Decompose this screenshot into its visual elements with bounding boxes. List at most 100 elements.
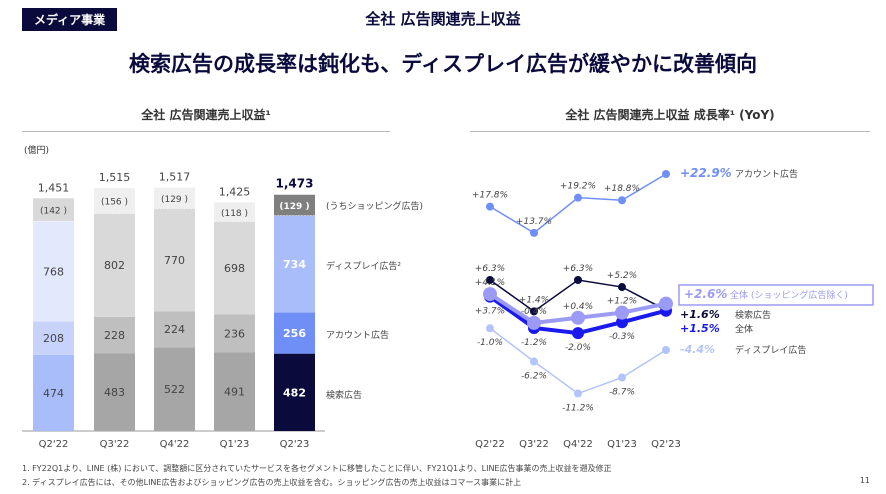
data-label: +1.4% — [519, 295, 549, 305]
end-value-label: -4.4% — [680, 343, 715, 356]
bar-value-label: (129 ) — [161, 195, 188, 205]
bar-value-label: 474 — [43, 387, 64, 400]
bar-value-label: 802 — [104, 259, 125, 272]
data-point — [659, 296, 673, 311]
data-point — [618, 373, 626, 382]
bar-display-segment — [94, 213, 135, 317]
legend-label: アカウント広告 — [326, 329, 389, 341]
bar-total-label: 1,517 — [159, 171, 191, 184]
data-label: +17.8% — [472, 191, 508, 201]
x-tick-label: Q1'23 — [220, 439, 250, 450]
bar-search-segment — [214, 352, 255, 431]
divider — [470, 131, 870, 132]
bar-shopping-segment — [274, 194, 315, 216]
bar-value-label: 698 — [224, 262, 245, 275]
data-label: +19.2% — [560, 182, 596, 192]
data-label: -6.2% — [521, 372, 547, 382]
x-tick-label: Q2'22 — [475, 439, 505, 450]
x-tick-label: Q4'22 — [563, 439, 593, 450]
bar-total-label: 1,425 — [219, 185, 251, 198]
line-chart: -1.0% -6.2% -11.2% -8.7% +17.8% +13.7% +19.2% +… — [472, 166, 874, 450]
bar-value-label: 208 — [43, 332, 64, 345]
data-label: +1.2% — [607, 297, 637, 307]
bar-shopping-segment — [154, 187, 195, 209]
data-point — [662, 346, 670, 354]
segment-tag: メディア事業 — [22, 8, 118, 31]
bar-chart: (億円) 474 208 768 (142 ) 1,451 Q2'22 483 228 802 (1… — [22, 144, 423, 450]
data-point — [615, 305, 629, 320]
data-label: +18.8% — [604, 184, 640, 194]
line-chart-title: 全社 広告関連売上収益 成長率¹ (YoY) — [565, 108, 775, 122]
bar-value-label: 483 — [104, 386, 125, 399]
data-point — [530, 228, 538, 237]
data-label: +6.3% — [563, 264, 593, 274]
data-label: -1.0% — [477, 338, 503, 348]
x-tick-label: Q3'22 — [519, 439, 549, 450]
bar-shopping-segment — [33, 198, 74, 222]
data-point — [571, 310, 585, 325]
bar-total-label: 1,515 — [99, 171, 131, 184]
data-label: -0.3% — [609, 332, 635, 342]
x-tick-label: Q2'22 — [39, 439, 69, 450]
data-label: +6.3% — [475, 264, 505, 274]
legend-label: 検索広告 — [326, 389, 362, 401]
data-label: -0.4% — [521, 307, 547, 317]
bar-value-label: 768 — [43, 265, 64, 278]
bar-display-segment — [214, 221, 255, 315]
data-label: +13.7% — [516, 217, 552, 227]
x-tick-label: Q2'23 — [651, 439, 681, 450]
bar-account-segment — [274, 312, 315, 354]
bar-value-label: 482 — [283, 386, 306, 399]
data-point — [486, 276, 494, 284]
end-value-label: +1.6% — [680, 308, 720, 321]
legend-label: (うちショッピング広告) — [326, 200, 423, 212]
end-value-label: +2.6% — [684, 287, 727, 301]
data-point — [574, 276, 582, 284]
x-tick-label: Q4'22 — [160, 439, 190, 450]
legend-label: 全体 (ショッピング広告除く) — [730, 289, 848, 301]
footnote-1: 1. FY22Q1より、LINE (株) において、調整額に区分されていたサービ… — [22, 464, 612, 473]
highlight-box — [678, 284, 874, 306]
data-label: +5.2% — [607, 271, 637, 281]
legend-label: ディスプレイ広告² — [326, 260, 401, 272]
bar-search-segment — [33, 354, 74, 431]
bar-search-segment — [154, 347, 195, 431]
data-point — [530, 357, 538, 366]
data-point — [618, 196, 626, 205]
page-number: 11 — [859, 476, 870, 485]
bar-value-label: 256 — [283, 327, 306, 340]
x-tick-label: Q1'23 — [607, 439, 637, 450]
headline: 検索広告の成長率は鈍化も、ディスプレイ広告が緩やかに改善傾向 — [129, 52, 757, 76]
data-point — [486, 324, 494, 333]
data-point — [527, 315, 541, 330]
data-point — [572, 327, 584, 340]
divider — [22, 131, 390, 132]
data-label: -11.2% — [562, 404, 594, 414]
data-point — [574, 389, 582, 398]
end-value-label: +22.9% — [680, 166, 732, 180]
bar-value-label: (142 ) — [40, 207, 67, 217]
data-label: +3.7% — [475, 307, 505, 317]
x-tick-label: Q3'22 — [100, 439, 130, 450]
page-title: 全社 広告関連売上収益 — [365, 10, 521, 28]
data-label: -1.2% — [521, 338, 547, 348]
legend-label: ディスプレイ広告 — [735, 344, 806, 356]
bar-display-segment — [154, 208, 195, 312]
bar-value-label: 224 — [164, 323, 185, 336]
bar-display-segment — [274, 215, 315, 313]
bar-display-segment — [33, 221, 74, 322]
bar-value-label: 236 — [224, 327, 245, 340]
bar-value-label: 734 — [283, 258, 306, 271]
unit-label: (億円) — [24, 144, 49, 156]
bar-chart-title: 全社 広告関連売上収益¹ — [141, 108, 271, 122]
data-point — [530, 307, 538, 316]
bar-shopping-segment — [94, 188, 135, 214]
data-point — [483, 287, 497, 302]
bar-value-label: 228 — [104, 329, 125, 342]
data-label: -2.0% — [565, 343, 591, 353]
data-point — [662, 170, 670, 178]
bar-search-segment — [94, 353, 135, 431]
data-label: +0.4% — [563, 302, 593, 312]
data-point — [574, 193, 582, 202]
bar-total-label: 1,451 — [38, 181, 70, 194]
